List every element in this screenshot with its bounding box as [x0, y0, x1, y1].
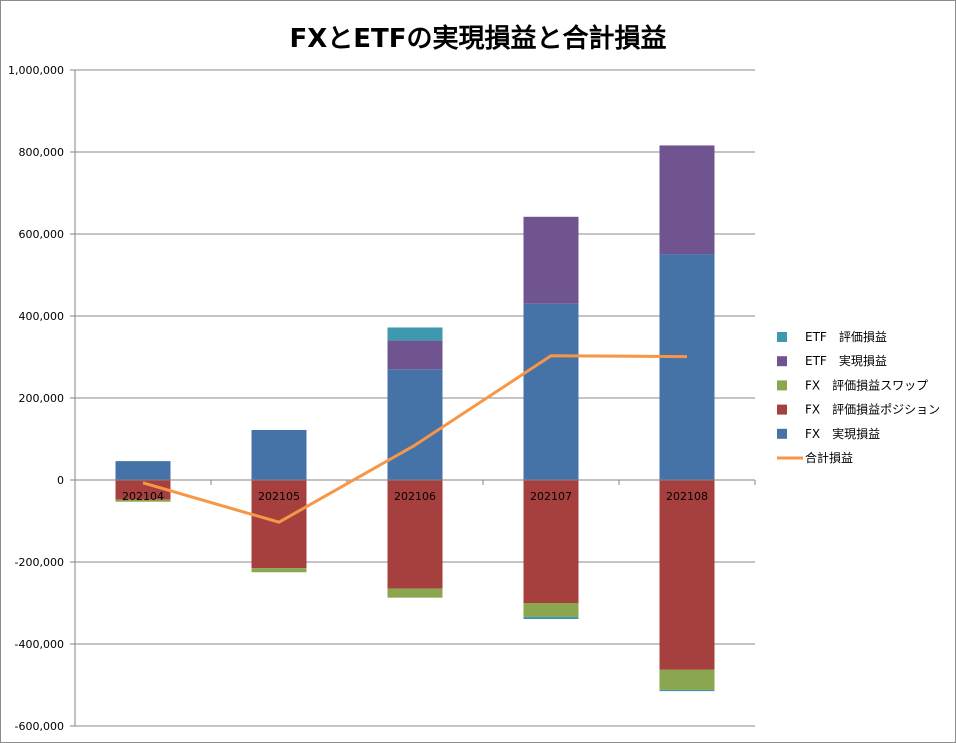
legend-swatch [777, 332, 787, 342]
series-line-5 [142, 354, 688, 524]
legend-label: ETF 実現損益 [805, 353, 887, 368]
legend-item: FX 実現損益 [777, 426, 880, 441]
x-category-label: 202105 [258, 490, 300, 503]
bar-series2-202107 [523, 603, 579, 617]
y-tick-label: 600,000 [19, 228, 65, 241]
y-axis: 1,000,000 800,000 600,000 400,000 200,000 0 -2… [8, 64, 76, 733]
x-category-label: 202104 [122, 490, 164, 503]
bar-series4-202104 [115, 461, 171, 480]
legend-item: FX 評価損益スワップ [777, 377, 928, 392]
bar-series2-202105 [251, 568, 307, 573]
bar-series4-202105 [251, 429, 307, 480]
bar-series3-202107 [523, 480, 579, 603]
legend-item: ETF 評価損益 [777, 329, 887, 344]
bar-series2-202108 [659, 669, 715, 690]
legend-label: ETF 評価損益 [805, 329, 887, 344]
bar-series4-202106 [387, 369, 443, 480]
series-lines [142, 354, 688, 524]
y-tick-label: 800,000 [19, 146, 65, 159]
x-category-label: 202106 [394, 490, 436, 503]
legend-label: FX 評価損益ポジション [805, 402, 940, 417]
bar-series0-202106 [387, 327, 443, 341]
bar-series2-202106 [387, 588, 443, 598]
chart-title: FXとETFの実現損益と合計損益 [289, 23, 666, 54]
y-tick-label: 400,000 [19, 310, 65, 323]
bars [115, 145, 715, 692]
legend-label: FX 実現損益 [805, 426, 880, 441]
bar-series3-202104 [115, 480, 171, 500]
y-tick-label: -600,000 [15, 720, 64, 733]
bar-series3-202106 [387, 480, 443, 589]
bar-series1-202107 [523, 216, 579, 304]
bar-series4-202107 [523, 303, 579, 480]
bar-series0-202107 [523, 616, 579, 619]
legend-swatch [777, 380, 787, 391]
x-category-label: 202108 [666, 490, 708, 503]
bar-series4-202108 [659, 254, 715, 480]
y-tick-label: -200,000 [15, 556, 64, 569]
y-tick-label: 1,000,000 [8, 64, 64, 77]
legend-item: FX 評価損益ポジション [777, 402, 940, 417]
legend-item: 合計損益 [777, 450, 853, 465]
legend-swatch [777, 428, 787, 439]
x-category-label: 202107 [530, 490, 572, 503]
y-tick-label: 200,000 [19, 392, 65, 405]
y-tick-label: 0 [57, 474, 64, 487]
y-tick-label: -400,000 [15, 638, 64, 651]
bar-series3-202105 [251, 480, 307, 569]
legend-swatch [777, 356, 787, 367]
legend: ETF 評価損益 ETF 実現損益 FX 評価損益スワップ FX 評価損益ポジション F… [777, 329, 940, 465]
legend-swatch [777, 404, 787, 415]
legend-label: FX 評価損益スワップ [805, 377, 928, 392]
bar-series1-202108 [659, 145, 715, 255]
x-axis: 202104 202105 202106 202107 202108 [74, 479, 756, 503]
bar-series1-202106 [387, 340, 443, 370]
bar-series2-202104 [115, 499, 171, 502]
bar-series3-202108 [659, 480, 715, 670]
legend-item: ETF 実現損益 [777, 353, 887, 368]
bar-series0-202108 [659, 689, 715, 692]
legend-label: 合計損益 [805, 450, 853, 465]
